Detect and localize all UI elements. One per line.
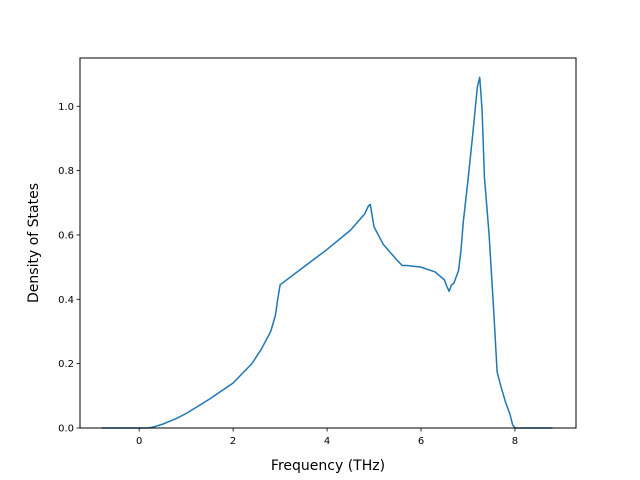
x-tick-label: 6 <box>418 436 424 447</box>
series-layer <box>101 76 553 429</box>
y-axis: 0.0 0.2 0.4 0.6 0.8 1.0 <box>58 102 80 435</box>
y-tick-label: 0.0 <box>58 424 74 435</box>
x-tick-label: 0 <box>136 436 142 447</box>
x-tick-label: 2 <box>230 436 236 447</box>
x-tick-label: 4 <box>324 436 330 447</box>
y-tick-label: 0.6 <box>58 230 74 241</box>
plot-frame <box>79 57 577 429</box>
y-axis-label: Density of States <box>26 183 42 303</box>
y-tick-label: 0.8 <box>58 166 74 177</box>
y-tick-label: 1.0 <box>58 102 74 113</box>
plot-area-background <box>80 58 576 428</box>
x-tick-label: 8 <box>512 436 518 447</box>
x-axis-label: Frequency (THz) <box>271 458 385 474</box>
series-line-0 <box>101 76 553 429</box>
x-axis: 0 2 4 6 8 <box>136 428 518 447</box>
y-tick-label: 0.2 <box>58 359 74 370</box>
y-tick-label: 0.4 <box>58 295 74 306</box>
